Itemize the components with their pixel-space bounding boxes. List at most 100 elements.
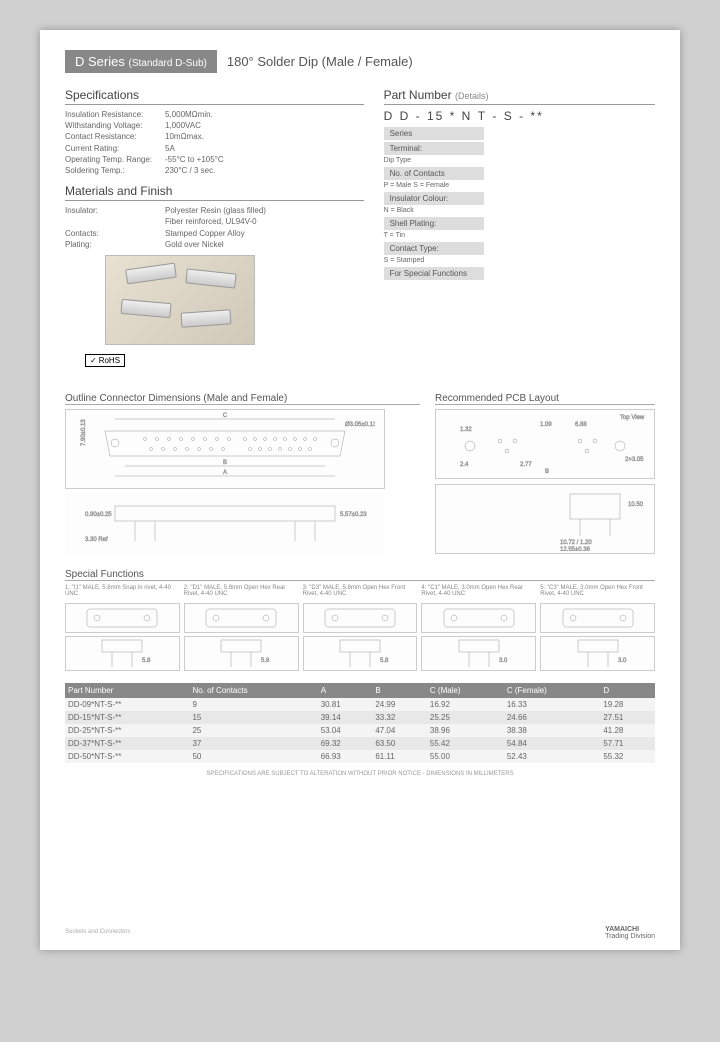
svg-text:10.72 / 1.20: 10.72 / 1.20 [560,540,592,546]
table-row: DD-50*NT-S-**5066.9361.1155.0052.4355.32 [65,750,655,763]
materials-list: Insulator:Polyester Resin (glass filled)… [65,205,364,250]
pcb-col: Recommended PCB Layout Top View 1.32 2.4 … [435,378,655,554]
pn-label-sub: T = Tin [384,232,655,239]
svg-text:5.8: 5.8 [380,658,389,664]
table-header: Part Number [65,683,189,698]
series-band: D Series (Standard D-Sub) [65,50,217,73]
outline-front-diagram: C B A 7.90±0.13 Ø3.05±0.13 [65,409,385,489]
footer-sockets: Sockets and Connectors [65,929,130,935]
table-header: C (Female) [504,683,601,698]
sf-side-diagram: 5.8 [65,636,180,671]
sf-item: 1: "I1" MALE, 5.8mm Snap in rivet, 4-40 … [65,585,180,671]
svg-text:B: B [545,469,549,475]
svg-text:C: C [223,413,228,419]
mat-row: Fiber reinforced, UL94V-0 [65,216,364,227]
spec-row: Withstanding Voltage:1,000VAC [65,120,364,131]
outline-title: Outline Connector Dimensions (Male and F… [65,393,420,405]
svg-text:3.0: 3.0 [618,658,627,664]
special-functions: Special Functions 1: "I1" MALE, 5.8mm Sn… [65,569,655,671]
header-subtitle: 180° Solder Dip (Male / Female) [227,54,413,69]
sf-row: 1: "I1" MALE, 5.8mm Snap in rivet, 4-40 … [65,585,655,671]
svg-text:5.57±0.23: 5.57±0.23 [340,512,367,518]
svg-text:1.09: 1.09 [540,422,552,428]
svg-text:10.50: 10.50 [628,502,644,508]
svg-text:5.8: 5.8 [261,658,270,664]
svg-text:6.88: 6.88 [575,422,587,428]
sf-top-diagram [540,603,655,633]
table-row: DD-25*NT-S-**2553.0447.0438.9638.3841.28 [65,724,655,737]
svg-text:Ø3.05±0.13: Ø3.05±0.13 [345,422,375,428]
pn-title: Part Number (Details) [384,88,655,105]
spec-row: Contact Resistance:10mΩmax. [65,131,364,142]
rohs-badge: RoHS [85,354,125,367]
footer-disclaimer: SPECIFICATIONS ARE SUBJECT TO ALTERATION… [65,771,655,777]
table-header: B [372,683,427,698]
spec-row: Soldering Temp.:230°C / 3 sec. [65,165,364,176]
series-name: D Series [75,54,125,69]
spec-list: Insulation Resistance:5,000MΩmin.Withsta… [65,109,364,176]
pn-code: D D - 15 * N T - S - ** [384,109,655,123]
spec-row: Current Rating:5A [65,143,364,154]
brand-logo: YAMAICHI Trading Division [605,926,655,940]
pn-label-box: Series [384,127,484,140]
sf-item: 4: "C1" MALE, 3.0mm Open Hex Rear Rivet,… [421,585,536,671]
pn-label-box: Shell Plating: [384,217,484,230]
series-standard: (Standard D-Sub) [128,58,206,69]
pn-label-box: No. of Contacts [384,167,484,180]
table-header: No. of Contacts [189,683,317,698]
outline-side-diagram: 0.90±0.25 3.30 Ref 5.57±0.23 [65,494,385,554]
svg-text:7.90±0.13: 7.90±0.13 [81,419,87,446]
outline-row: Outline Connector Dimensions (Male and F… [65,378,655,554]
svg-text:A: A [223,470,227,476]
svg-text:Top View: Top View [620,415,645,421]
materials-title: Materials and Finish [65,184,364,201]
sf-title: Special Functions [65,569,655,581]
pn-label-sub: P = Male S = Female [384,182,655,189]
header: D Series (Standard D-Sub) 180° Solder Di… [65,50,655,73]
table-header: C (Male) [427,683,504,698]
pn-labels: SeriesTerminal:Dip TypeNo. of ContactsP … [384,127,655,280]
sf-item: 3: "D3" MALE, 5.8mm Open Hex Front Rivet… [303,585,418,671]
pn-label-sub: S = Stamped [384,257,655,264]
spec-title: Specifications [65,88,364,105]
table-header: D [600,683,655,698]
pcb-title: Recommended PCB Layout [435,393,655,405]
pn-label-sub: N = Black [384,207,655,214]
svg-text:2×3.05: 2×3.05 [625,457,644,463]
sf-top-diagram [184,603,299,633]
table-header: A [318,683,373,698]
pn-label-box: Contact Type: [384,242,484,255]
svg-text:12.55±0.36: 12.55±0.36 [560,547,591,551]
pn-label-box: Insulator Colour: [384,192,484,205]
pcb-top-diagram: Top View 1.32 2.4 1.09 6.88 2.77 B 2×3.05 [435,409,655,479]
sf-item: 2: "D1" MALE, 5.8mm Open Hex Rear Rivet,… [184,585,299,671]
table-row: DD-15*NT-S-**1539.1433.3225.2524.6627.51 [65,711,655,724]
pn-label-box: Terminal: [384,142,484,155]
table-row: DD-09*NT-S-**930.8124.9916.9216.3319.28 [65,698,655,711]
svg-text:3.30 Ref: 3.30 Ref [85,537,108,543]
sf-side-diagram: 3.0 [421,636,536,671]
svg-text:0.90±0.25: 0.90±0.25 [85,512,112,518]
svg-text:B: B [223,460,227,466]
sf-top-diagram [65,603,180,633]
top-columns: Specifications Insulation Resistance:5,0… [65,88,655,368]
svg-text:5.8: 5.8 [142,658,151,664]
svg-text:3.0: 3.0 [499,658,508,664]
left-col: Specifications Insulation Resistance:5,0… [65,88,364,368]
pcb-side-diagram: 10.50 10.72 / 1.20 12.55±0.36 [435,484,655,554]
table-row: DD-37*NT-S-**3769.3263.5055.4254.8457.71 [65,737,655,750]
datasheet-page: D Series (Standard D-Sub) 180° Solder Di… [40,30,680,950]
spec-row: Insulation Resistance:5,000MΩmin. [65,109,364,120]
product-photo [105,255,255,345]
mat-row: Plating:Gold over Nickel [65,239,364,250]
sf-item: 5: "C3" MALE, 3.0mm Open Hex Front Rivet… [540,585,655,671]
sf-side-diagram: 5.8 [303,636,418,671]
svg-text:1.32: 1.32 [460,427,472,433]
spec-row: Operating Temp. Range:-55°C to +105°C [65,154,364,165]
mat-row: Insulator:Polyester Resin (glass filled) [65,205,364,216]
dimensions-table: Part NumberNo. of ContactsABC (Male)C (F… [65,683,655,763]
svg-text:2.4: 2.4 [460,462,469,468]
svg-text:2.77: 2.77 [520,462,532,468]
sf-top-diagram [421,603,536,633]
sf-side-diagram: 3.0 [540,636,655,671]
